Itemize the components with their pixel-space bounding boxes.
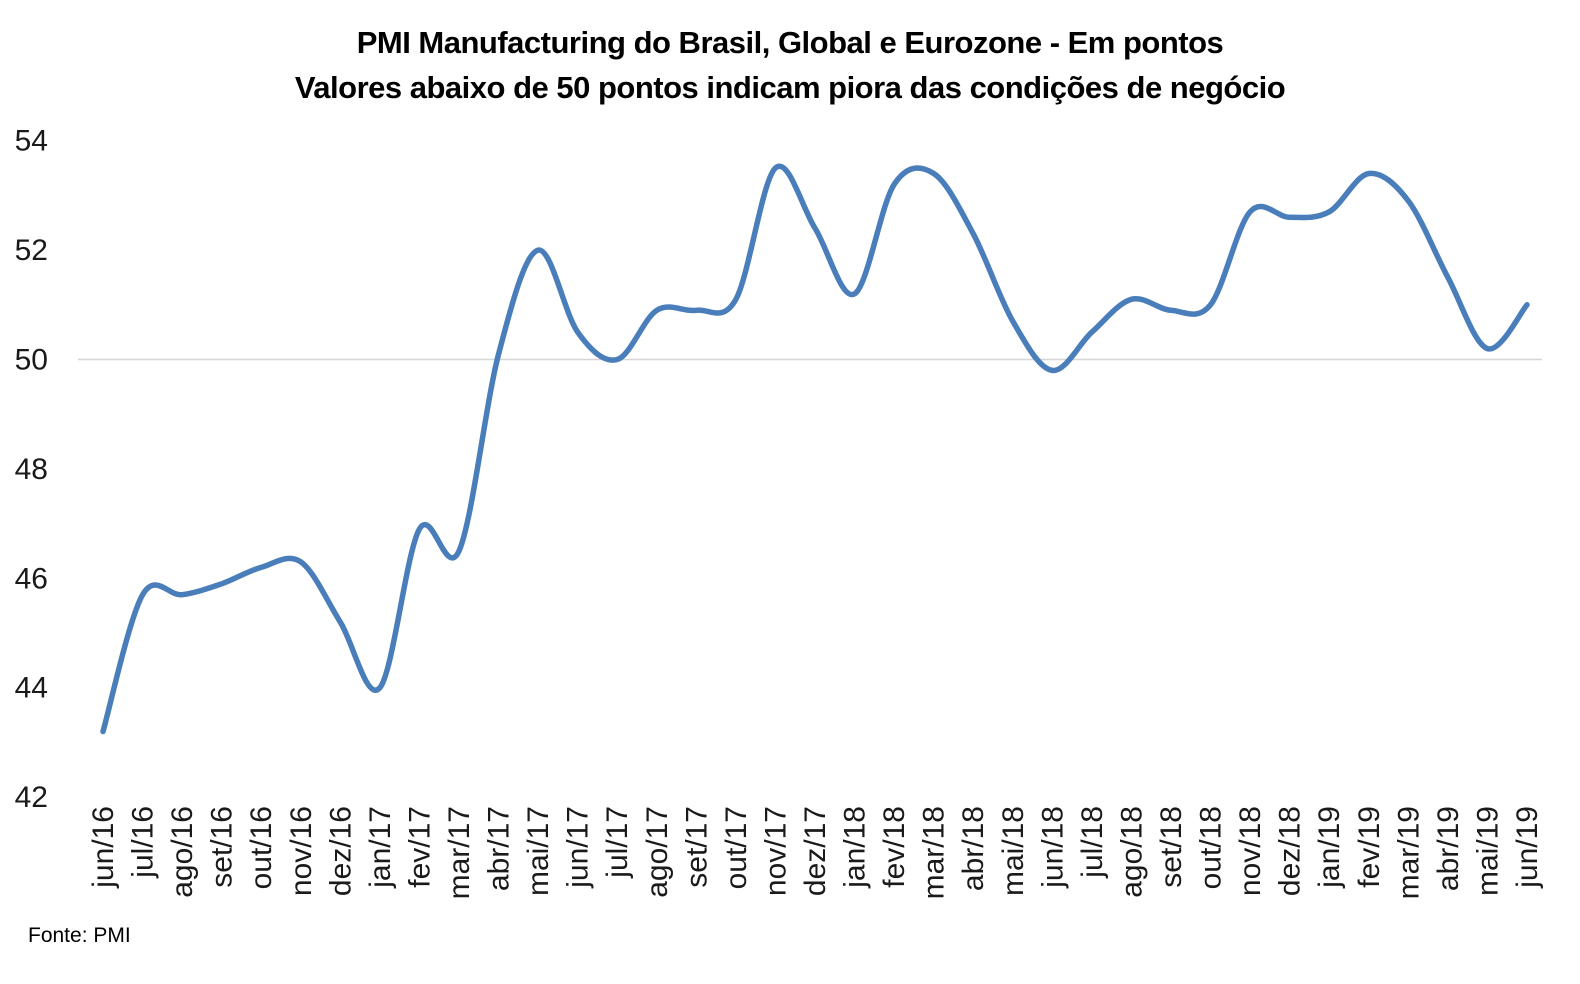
y-axis-tick-label: 42 xyxy=(15,781,48,814)
y-axis-tick-label: 54 xyxy=(15,125,48,158)
x-axis-tick-label: abr/19 xyxy=(1432,806,1465,891)
x-axis-tick-label: jun/18 xyxy=(1036,806,1069,889)
x-axis-tick-label: nov/16 xyxy=(285,806,318,896)
x-axis-tick-label: jul/18 xyxy=(1076,806,1109,879)
x-axis-tick-label: abr/18 xyxy=(957,806,990,891)
x-axis-tick-label: dez/18 xyxy=(1274,806,1307,896)
chart-subtitle: Valores abaixo de 50 pontos indicam pior… xyxy=(294,70,1286,105)
source-note: Fonte: PMI xyxy=(28,924,131,947)
x-axis-tick-label: ago/16 xyxy=(166,806,199,898)
x-axis-tick-label: dez/17 xyxy=(799,806,832,896)
x-axis-tick-label: fev/18 xyxy=(878,806,911,888)
x-axis-tick-label: nov/18 xyxy=(1234,806,1267,896)
y-axis-tick-label: 46 xyxy=(15,562,48,595)
pmi-line-series xyxy=(100,163,1530,735)
x-axis-tick-label: jul/17 xyxy=(601,806,634,879)
x-axis-tick-label: jan/17 xyxy=(364,806,397,889)
x-axis-tick-label: fev/19 xyxy=(1353,806,1386,888)
x-axis-tick-label: jan/18 xyxy=(839,806,872,889)
x-axis-tick-label: jun/17 xyxy=(562,806,595,889)
x-axis-tick-label: jan/19 xyxy=(1313,806,1346,889)
x-axis-tick-label: mar/17 xyxy=(443,806,476,899)
x-axis-tick-label: set/17 xyxy=(680,806,713,888)
x-axis-tick-label: out/18 xyxy=(1195,806,1228,889)
x-axis-tick-label: mar/19 xyxy=(1392,806,1425,899)
x-axis-tick-label: mar/18 xyxy=(918,806,951,899)
y-axis-tick-label: 44 xyxy=(15,672,48,705)
x-axis-tick-label: ago/18 xyxy=(1115,806,1148,898)
y-axis-tick-label: 52 xyxy=(15,234,48,267)
x-axis-tick-label: fev/17 xyxy=(403,806,436,888)
x-axis-tick-label: abr/17 xyxy=(483,806,516,891)
chart-title-block: PMI Manufacturing do Brasil, Global e Eu… xyxy=(0,20,1580,110)
x-axis-tick-label: nov/17 xyxy=(759,806,792,896)
x-axis-tick-label: out/16 xyxy=(245,806,278,889)
chart-title: PMI Manufacturing do Brasil, Global e Eu… xyxy=(356,25,1224,60)
x-axis-tick-label: dez/16 xyxy=(324,806,357,896)
x-axis-tick-label: mai/17 xyxy=(522,806,555,896)
x-axis-tick-label: mai/19 xyxy=(1471,806,1504,896)
x-axis-tick-label: out/17 xyxy=(720,806,753,889)
y-axis-tick-label: 48 xyxy=(15,453,48,486)
x-axis-tick-label: set/18 xyxy=(1155,806,1188,888)
x-axis-tick-label: jul/16 xyxy=(127,806,160,879)
x-axis-tick-label: jun/16 xyxy=(87,806,120,889)
x-axis-tick-label: ago/17 xyxy=(641,806,674,898)
x-axis-tick-label: jun/19 xyxy=(1511,806,1544,889)
x-axis-tick-label: mai/18 xyxy=(997,806,1030,896)
x-axis-tick-label: set/16 xyxy=(206,806,239,888)
y-axis-tick-label: 50 xyxy=(15,344,48,377)
